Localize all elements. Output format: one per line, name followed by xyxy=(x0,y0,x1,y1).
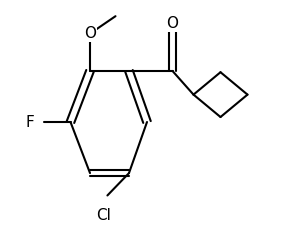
Text: Cl: Cl xyxy=(96,208,111,223)
Text: F: F xyxy=(26,115,34,129)
Text: O: O xyxy=(167,16,178,31)
Text: O: O xyxy=(84,26,96,41)
